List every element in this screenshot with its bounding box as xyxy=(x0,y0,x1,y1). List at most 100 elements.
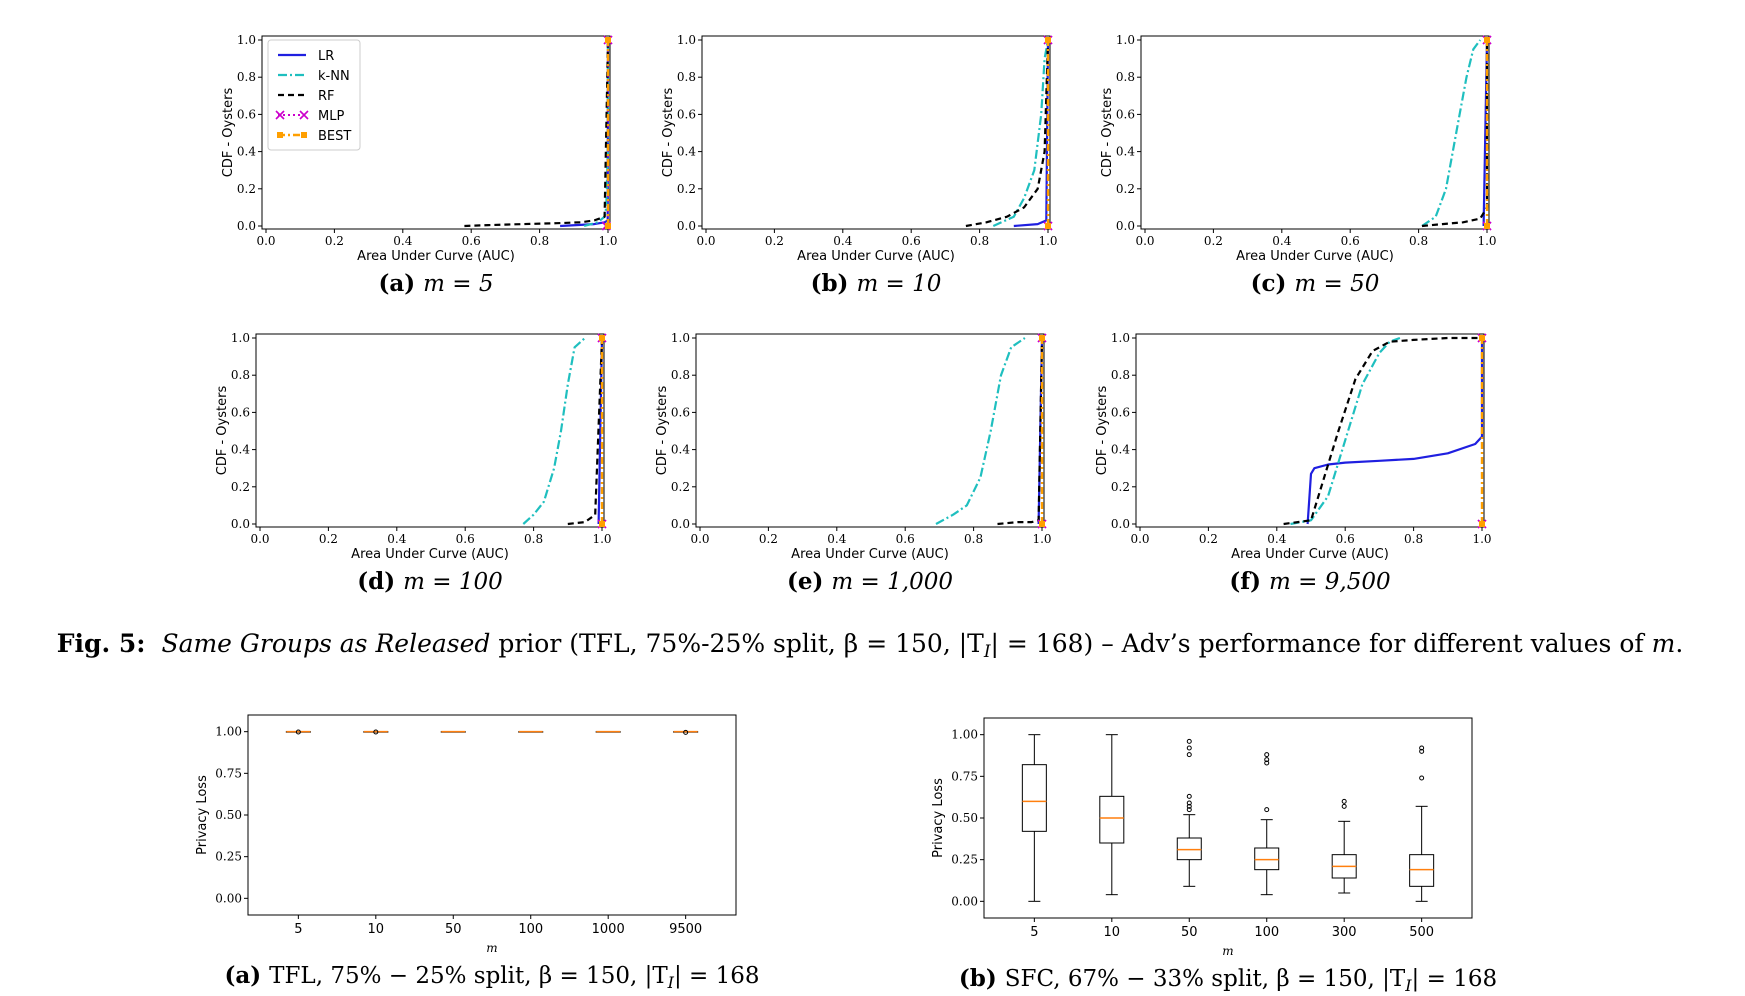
x-tick-label: 10 xyxy=(368,922,385,937)
x-tick-label: 50 xyxy=(445,922,462,937)
series-line-rf xyxy=(965,39,1050,228)
y-tick-label: 0.2 xyxy=(237,182,256,196)
x-tick-label: 0.0 xyxy=(1130,532,1149,546)
subfigure-sub: I xyxy=(1404,976,1412,995)
subfigure-label: (f) xyxy=(1229,568,1261,595)
subfigure-label: (e) xyxy=(787,568,823,595)
x-axis-label: m xyxy=(486,941,497,955)
caption-text: prior (TFL, 75%-25% split, β = 150, |T xyxy=(490,629,984,659)
y-tick-label: 1.00 xyxy=(951,728,978,742)
y-tick-label: 0.0 xyxy=(237,219,256,233)
y-tick-label: 0.0 xyxy=(1111,517,1130,531)
series-marker-best xyxy=(1479,335,1485,341)
y-tick-label: 0.8 xyxy=(231,368,250,382)
plot-frame xyxy=(983,717,1473,919)
subfigure-caption: (c) m = 50 xyxy=(1251,270,1380,297)
box-outlier xyxy=(1264,760,1270,766)
cdf-chart-c: 0.0 0.2 0.4 0.6 0.8 1.0 0.0 0.2 0.4 0.6 0.8 1.0 Area… xyxy=(1100,33,1497,297)
legend-label: LR xyxy=(318,49,334,64)
box-outlier xyxy=(373,729,379,735)
series-marker-best xyxy=(1039,335,1045,341)
subfigure-title: m = 50 xyxy=(1294,271,1379,297)
y-axis-label: CDF - Oysters xyxy=(221,88,236,178)
x-tick-label: 0.6 xyxy=(456,532,475,546)
y-tick-label: 0.75 xyxy=(951,769,978,783)
y-tick-label: 0.0 xyxy=(671,517,690,531)
legend-label: RF xyxy=(318,89,335,104)
box-outlier xyxy=(1341,803,1347,809)
plot-frame xyxy=(1140,35,1490,230)
box-outlier xyxy=(1186,800,1192,806)
box-9500 xyxy=(673,729,699,735)
x-tick-label: 10 xyxy=(1104,925,1121,940)
y-axis-label: CDF - Oysters xyxy=(1100,88,1115,178)
y-axis-label: CDF - Oysters xyxy=(215,386,230,476)
box-300 xyxy=(1331,798,1357,894)
subfigure-title-end: | = 168 xyxy=(1412,966,1498,992)
y-tick-label: 0.4 xyxy=(237,145,256,159)
legend-label: k-NN xyxy=(318,69,350,84)
y-axis-label: Privacy Loss xyxy=(931,778,946,858)
series-marker-best xyxy=(1479,521,1485,527)
caption-label: Fig. 5: xyxy=(57,629,146,658)
boxplot-chart-h: 0.00 0.25 0.50 0.75 1.00 5 10 50 100 300 500 m Priva… xyxy=(931,717,1498,995)
series-marker-best xyxy=(599,335,605,341)
x-tick-label: 0.0 xyxy=(256,234,275,248)
box-iqr xyxy=(1099,795,1125,844)
x-tick-label: 0.4 xyxy=(833,234,852,248)
x-tick-label: 0.6 xyxy=(896,532,915,546)
x-tick-label: 0.8 xyxy=(1409,234,1428,248)
plot-frame xyxy=(247,714,737,916)
caption-italic: Same Groups as Released xyxy=(161,629,490,658)
series-marker-best xyxy=(605,223,611,229)
box-50 xyxy=(440,730,466,733)
x-tick-label: 9500 xyxy=(669,922,702,937)
y-tick-label: 1.0 xyxy=(237,33,256,47)
box-outlier xyxy=(1186,752,1192,758)
y-tick-label: 0.4 xyxy=(1116,145,1135,159)
x-tick-label: 0.0 xyxy=(1135,234,1154,248)
y-tick-label: 0.2 xyxy=(671,480,690,494)
box-5 xyxy=(1021,734,1047,902)
series-line-rf xyxy=(567,337,604,526)
series-line-rf xyxy=(1421,40,1489,228)
series-line-lr xyxy=(1306,338,1484,525)
legend-marker-mlp xyxy=(299,110,309,120)
y-tick-label: 0.0 xyxy=(677,219,696,233)
subfigure-label: (c) xyxy=(1251,270,1287,297)
y-tick-label: 0.2 xyxy=(677,182,696,196)
series-line-rf xyxy=(464,39,610,228)
series-line-rf xyxy=(1283,336,1482,526)
y-tick-label: 0.6 xyxy=(677,107,696,121)
x-tick-label: 100 xyxy=(1254,925,1279,940)
x-tick-label: 1.0 xyxy=(1472,532,1491,546)
x-tick-label: 0.8 xyxy=(1404,532,1423,546)
box-outlier xyxy=(1186,803,1192,809)
y-tick-label: 0.6 xyxy=(671,405,690,419)
x-tick-label: 50 xyxy=(1181,925,1198,940)
legend-label: MLP xyxy=(318,109,344,124)
x-axis-label: Area Under Curve (AUC) xyxy=(797,249,955,264)
series-marker-best xyxy=(1045,223,1051,229)
caption-var: m xyxy=(1652,629,1676,658)
box-outlier xyxy=(1264,752,1270,758)
x-tick-label: 1.0 xyxy=(1477,234,1496,248)
plot-frame xyxy=(695,333,1045,528)
box-500 xyxy=(1409,745,1435,902)
box-10 xyxy=(1099,734,1125,896)
x-tick-label: 0.4 xyxy=(827,532,846,546)
series-line-k-nn xyxy=(992,39,1050,228)
x-tick-label: 0.4 xyxy=(387,532,406,546)
y-tick-label: 0.8 xyxy=(237,70,256,84)
x-tick-label: 0.8 xyxy=(964,532,983,546)
subfigure-caption: (b) m = 10 xyxy=(811,270,942,297)
x-tick-label: 1.0 xyxy=(1038,234,1057,248)
x-tick-label: 0.6 xyxy=(462,234,481,248)
y-axis-label: CDF - Oysters xyxy=(655,386,670,476)
subfigure-title: TFL, 75% − 25% split, β = 150, |T xyxy=(269,963,668,989)
cdf-chart-d: 0.0 0.2 0.4 0.6 0.8 1.0 0.0 0.2 0.4 0.6 0.8 1.0 Area… xyxy=(215,331,612,595)
x-tick-label: 0.0 xyxy=(250,532,269,546)
caption-end: . xyxy=(1675,629,1683,658)
x-tick-label: 500 xyxy=(1409,925,1434,940)
subfigure-label: (a) xyxy=(224,962,261,989)
